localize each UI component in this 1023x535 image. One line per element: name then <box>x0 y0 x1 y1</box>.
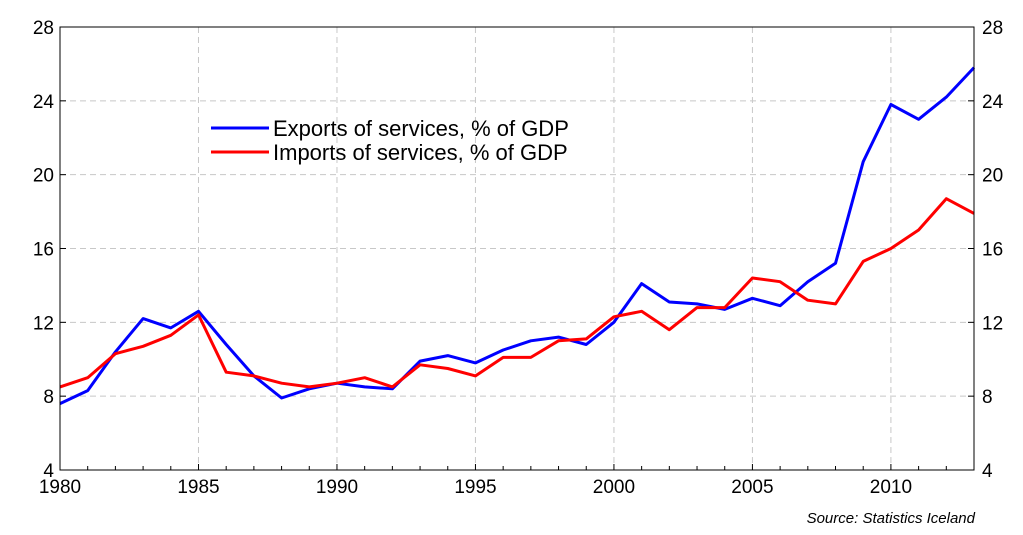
plot-frame <box>59 26 975 471</box>
ytick-label-left: 20 <box>33 166 54 187</box>
ytick-label-left: 24 <box>33 92 55 113</box>
tick-marks <box>59 26 975 471</box>
legend-label: Imports of services, % of GDP <box>273 140 568 165</box>
source-note: Source: Statistics Iceland <box>806 510 975 527</box>
ytick-label-right: 12 <box>982 313 1003 334</box>
x-axis: 1980 1985 1990 1995 2000 2005 2010 <box>39 477 912 498</box>
ytick-label-right: 24 <box>982 92 1004 113</box>
legend-label: Exports of services, % of GDP <box>273 116 569 141</box>
xtick-label: 2000 <box>593 477 635 498</box>
ytick-label-right: 4 <box>982 461 993 482</box>
ytick-label-right: 20 <box>982 166 1003 187</box>
y-axis-left: 4 8 12 16 20 24 28 <box>33 18 55 482</box>
y-axis-right: 4 8 12 16 20 24 28 <box>982 18 1004 482</box>
ytick-label-left: 4 <box>43 461 54 482</box>
series-line-exports <box>59 66 976 405</box>
xtick-label: 1990 <box>316 477 358 498</box>
ytick-label-right: 28 <box>982 18 1003 39</box>
ytick-label-right: 8 <box>982 387 993 408</box>
ytick-label-right: 16 <box>982 240 1003 261</box>
ytick-label-left: 12 <box>33 313 54 334</box>
xtick-label: 2010 <box>870 477 912 498</box>
grid <box>60 27 974 470</box>
xtick-label: 1980 <box>39 477 81 498</box>
ytick-label-left: 8 <box>43 387 54 408</box>
ytick-label-left: 16 <box>33 240 54 261</box>
series-lines <box>59 66 976 405</box>
xtick-label: 2005 <box>731 477 773 498</box>
xtick-label: 1995 <box>454 477 496 498</box>
xtick-label: 1985 <box>177 477 219 498</box>
ytick-label-left: 28 <box>33 18 54 39</box>
series-line-imports <box>59 197 975 389</box>
